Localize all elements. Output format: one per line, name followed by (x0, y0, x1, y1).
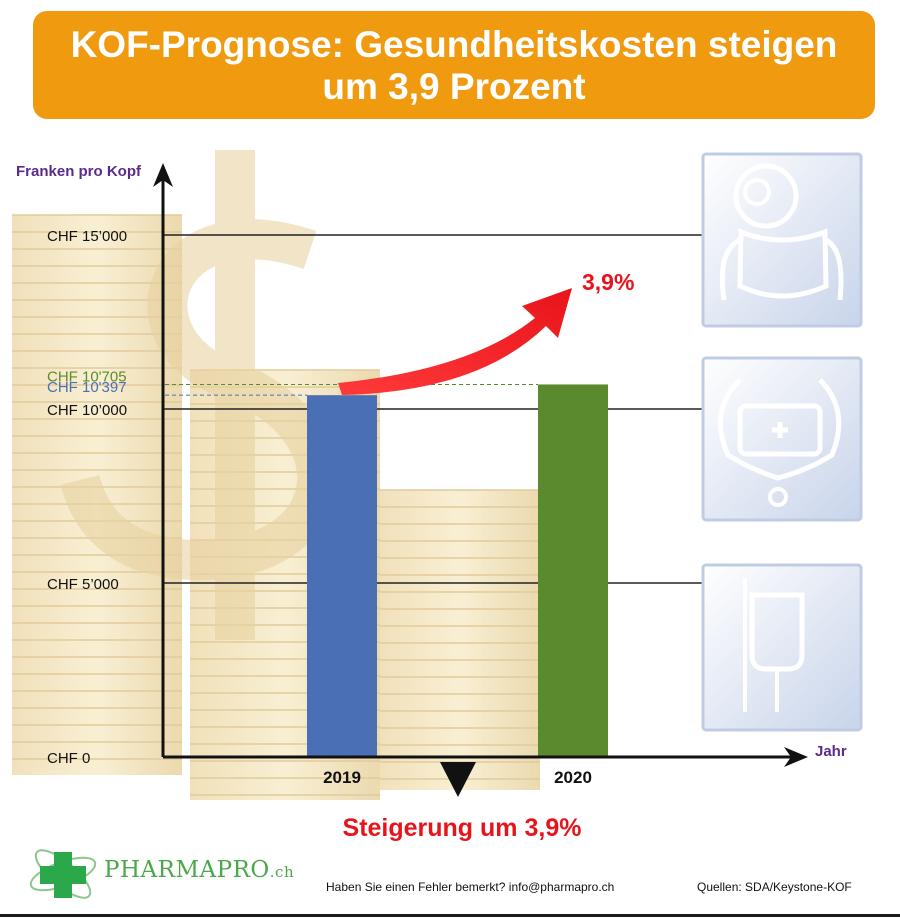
sources-text: Quellen: SDA/Keystone-KOF (697, 880, 852, 894)
axes (153, 163, 808, 767)
y-tick-labels: CHF 0 CHF 5’000 CHF 10’000 CHF 15’000 (47, 228, 127, 767)
bar-2019 (307, 395, 377, 757)
triangle-marker (440, 762, 476, 797)
x-tick-labels: 2019 2020 (323, 768, 592, 787)
y-tick-label: CHF 0 (47, 750, 90, 767)
growth-subtitle: Steigerung um 3,9% (343, 814, 582, 842)
chart-title: KOF-Prognose: Gesundheitskosten steigen … (33, 24, 875, 108)
title-banner: KOF-Prognose: Gesundheitskosten steigen … (33, 11, 875, 119)
y-tick-label: CHF 10’000 (47, 402, 127, 419)
x-tick-label: 2020 (554, 768, 592, 787)
y-tick-label: CHF 15’000 (47, 228, 127, 245)
y-tick-label: CHF 5’000 (47, 576, 119, 593)
y-axis-arrow (153, 163, 173, 187)
value-label-2019: CHF 10'397 (47, 379, 127, 396)
brand-suffix: .ch (269, 863, 295, 881)
value-label-2020: CHF 10'705 (47, 368, 127, 385)
coin-edges (12, 214, 540, 796)
pharmacy-cross-logo-icon (29, 849, 97, 899)
title-line-1: KOF-Prognose: Gesundheitskosten steigen (70, 24, 838, 65)
doctor-icon (701, 152, 863, 328)
iv-drip-icon (701, 563, 863, 732)
medical-bag-icon (701, 356, 863, 522)
bars (307, 384, 608, 757)
growth-label: 3,9% (582, 269, 634, 295)
growth-arrow (338, 288, 572, 395)
x-axis-arrow (784, 747, 808, 767)
x-axis-label: Jahr (815, 743, 847, 760)
bar-2020 (538, 384, 608, 757)
coin-stack-right (380, 490, 540, 790)
title-line-2: um 3,9 Prozent (322, 66, 586, 107)
brand-name: PHARMAPRO (104, 857, 270, 883)
x-tick-label: 2019 (323, 768, 361, 787)
coin-background (12, 150, 540, 800)
coin-stack-left (12, 215, 182, 775)
brand-logo-text: PHARMAPRO.ch (104, 857, 294, 883)
feedback-text: Haben Sie einen Fehler bemerkt? info@pha… (326, 880, 615, 894)
y-axis-label: Franken pro Kopf (16, 163, 142, 180)
bottom-border (0, 914, 900, 917)
